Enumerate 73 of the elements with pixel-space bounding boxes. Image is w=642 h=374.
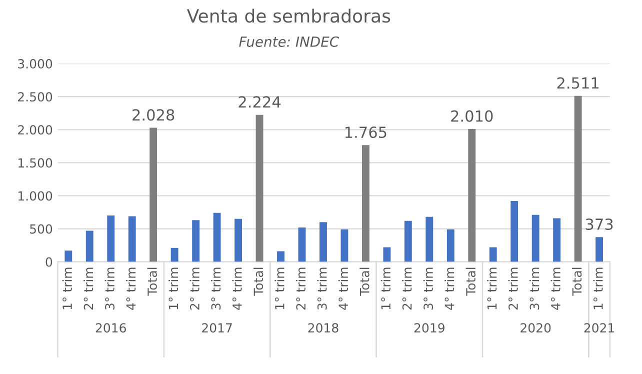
x-tick-label: 4° trim [232,268,242,310]
bar [277,251,284,262]
data-label: 2.224 [238,96,281,108]
x-tick-label: 1° trim [487,268,497,310]
x-tick-label: 1° trim [168,268,178,310]
bar [320,222,327,262]
bar [362,145,370,262]
bar [192,220,200,262]
y-tick-label: 1.000 [18,191,52,201]
y-tick-label: 2.500 [18,92,52,102]
y-tick-label: 1.500 [18,158,52,168]
x-tick-label: Total [147,268,157,296]
chart-title: Venta de sembradoras [186,8,390,23]
x-tick-label: Total [572,268,582,296]
bar [553,218,561,262]
bar [298,227,306,262]
bar [426,216,434,262]
x-tick-label: 2° trim [402,268,412,310]
data-label: 2.028 [132,109,174,121]
text: 2017 [202,323,232,333]
x-tick-label: 4° trim [338,268,348,310]
x-tick-label: 3° trim [104,268,114,310]
x-tick-label: 3° trim [530,268,540,310]
bar [446,229,454,262]
data-label: 373 [586,218,613,230]
bar [234,218,242,262]
x-tick-label: Total [466,268,476,296]
bar [596,237,603,262]
data-label: 1.765 [346,126,386,138]
x-tick-label: 2° trim [508,268,518,310]
bar [150,128,158,262]
text: 2018 [308,323,338,333]
text: 2016 [96,323,126,333]
bar [213,212,221,262]
x-tick-label: 1° trim [380,268,390,310]
x-tick-label: 2° trim [296,268,306,310]
text: 2021 [584,323,614,333]
bar [574,96,582,262]
x-tick-label: 3° trim [317,268,327,310]
text: 2019 [414,323,444,333]
bar [383,247,391,262]
bar [510,201,518,262]
y-tick-label: 2.000 [18,125,52,135]
bar [340,229,348,262]
data-label: 2.511 [557,77,599,89]
bar [86,230,94,262]
y-tick-label: 0 [46,257,52,267]
bar [404,220,412,262]
x-tick-label: Total [253,268,264,296]
x-tick-label: 2° trim [84,268,94,310]
y-tick-label: 3.000 [18,59,52,69]
x-tick-label: 4° trim [126,268,136,310]
x-tick-label: 1° trim [274,268,284,310]
text: 2020 [520,323,551,333]
x-tick-label: 3° trim [210,268,221,310]
x-tick-label: 4° trim [444,268,454,310]
x-tick-label: Total [360,268,370,296]
x-tick-label: 4° trim [550,268,560,310]
bar [489,247,497,262]
bar [170,248,178,262]
bar [468,128,476,262]
bar [64,250,72,262]
bar [107,216,115,262]
x-tick-label: 2° trim [190,268,200,310]
x-tick-label: 1° trim [593,268,603,310]
x-tick-label: 3° trim [423,268,434,310]
x-tick-label: 1° trim [62,268,72,310]
chart-subtitle: Fuente: INDEC [239,36,340,47]
y-tick-label: 500 [30,224,52,234]
bar [256,114,264,262]
bar [128,216,136,262]
data-label: 2.010 [451,110,493,122]
bar [532,214,540,262]
